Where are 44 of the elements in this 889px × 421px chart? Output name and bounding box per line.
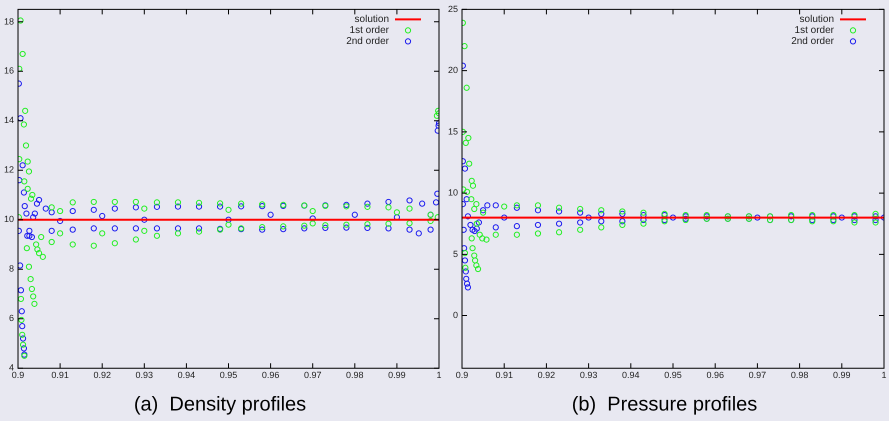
legend-label: solution xyxy=(354,14,389,26)
x-tick-label: 0.94 xyxy=(178,370,196,380)
x-tick-label: 0.91 xyxy=(51,370,69,380)
x-tick-label: 0.96 xyxy=(262,370,280,380)
x-tick-label: 0.93 xyxy=(136,370,154,380)
legend-label: solution xyxy=(800,14,834,26)
y-tick-label: 15 xyxy=(448,126,458,136)
y-tick-label: 4 xyxy=(8,362,14,373)
x-tick-label: 0.98 xyxy=(790,370,808,380)
text: (a) Density profiles xyxy=(134,394,306,416)
y-tick-label: 10 xyxy=(4,214,14,224)
x-tick-label: 0.92 xyxy=(93,370,111,380)
x-tick-label: 0.92 xyxy=(538,370,556,380)
y-tick-label: 25 xyxy=(448,4,458,14)
legend-label: 1st order xyxy=(794,25,835,36)
x-tick-label: 0.95 xyxy=(220,370,238,380)
y-tick-label: 18 xyxy=(4,16,14,26)
y-tick-label: 6 xyxy=(8,313,14,324)
x-tick-label: 0.91 xyxy=(495,370,513,380)
x-tick-label: 0.97 xyxy=(748,370,766,380)
y-tick-label: 20 xyxy=(448,65,458,76)
y-tick-label: 12 xyxy=(4,164,14,175)
x-tick-label: 0.93 xyxy=(580,370,598,380)
x-tick-label: 0.99 xyxy=(833,370,851,380)
x-tick-label: 0.99 xyxy=(388,370,406,380)
x-tick-label: 0.97 xyxy=(304,370,322,380)
x-tick-label: 1 xyxy=(881,370,887,380)
x-tick-label: 0.95 xyxy=(664,370,682,380)
y-tick-label: 8 xyxy=(8,264,14,274)
text: (b) Pressure profiles xyxy=(572,394,758,416)
y-tick-label: 5 xyxy=(452,248,458,259)
legend-label: 2nd order xyxy=(346,36,390,48)
y-tick-label: 0 xyxy=(452,310,458,320)
x-tick-label: 0.9 xyxy=(12,370,24,380)
x-tick-label: 0.9 xyxy=(456,370,468,380)
y-tick-label: 10 xyxy=(448,188,458,198)
y-tick-label: 14 xyxy=(4,115,14,126)
x-tick-label: 0.98 xyxy=(346,370,364,380)
x-tick-label: 1 xyxy=(436,370,442,380)
legend-label: 2nd order xyxy=(791,36,835,48)
y-tick-label: 16 xyxy=(4,66,14,76)
x-tick-label: 0.94 xyxy=(622,370,640,380)
legend-label: 1st order xyxy=(350,25,390,36)
x-tick-label: 0.96 xyxy=(706,370,724,380)
